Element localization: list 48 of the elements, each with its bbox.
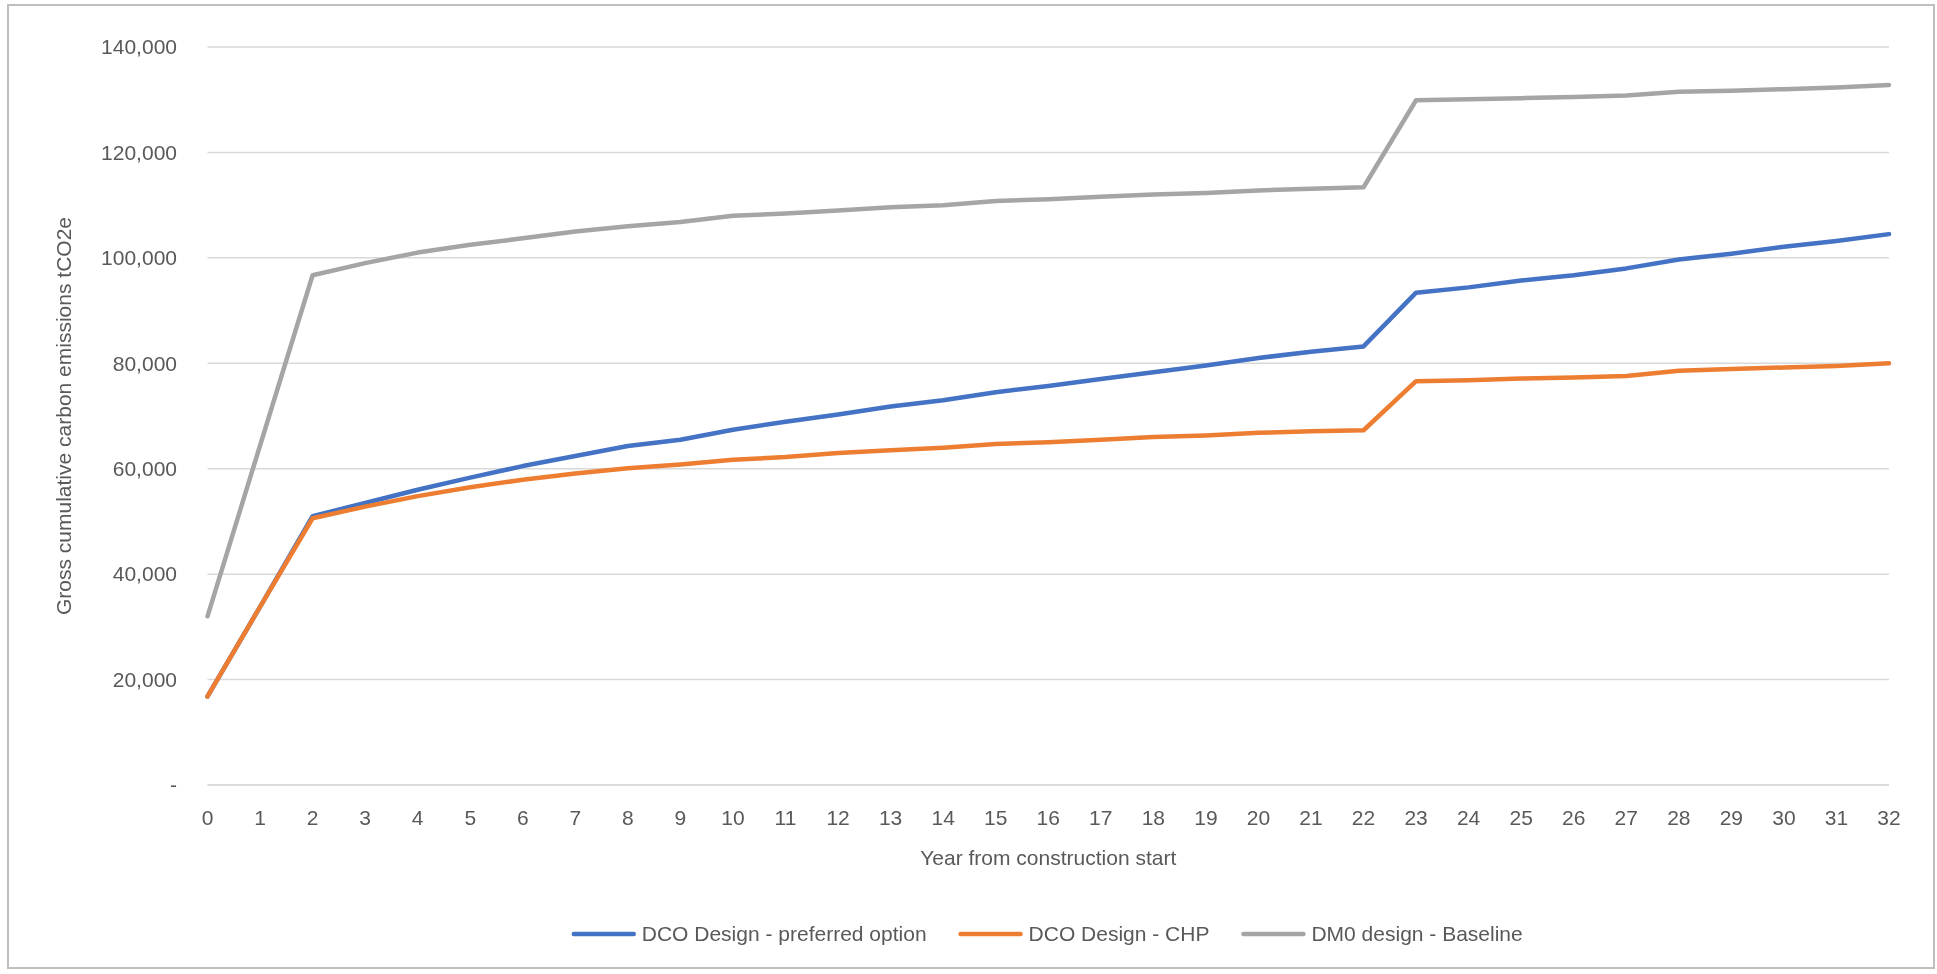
y-tick-label: 40,000 (112, 562, 177, 586)
line-series (205, 82, 1892, 619)
y-tick-label: 20,000 (112, 667, 177, 691)
legend-label: DM0 design - Baseline (1311, 922, 1523, 946)
legend-label: DCO Design - preferred option (641, 922, 927, 946)
x-tick-label: 28 (1667, 806, 1691, 830)
x-tick-label: 29 (1719, 806, 1744, 830)
x-tick-label: 12 (826, 806, 850, 830)
x-tick-label: 27 (1614, 806, 1638, 830)
x-tick-label: 18 (1141, 806, 1166, 830)
x-tick-label: 2 (306, 806, 319, 830)
x-tick-label: 11 (774, 806, 797, 830)
x-tick-label: 30 (1772, 806, 1796, 830)
x-tick-label: 26 (1562, 806, 1586, 830)
x-tick-label: 21 (1299, 806, 1323, 830)
y-tick-label: 120,000 (101, 140, 177, 164)
y-tick-label: 140,000 (101, 35, 177, 59)
y-tick-label: 60,000 (112, 457, 177, 481)
x-tick-label: 13 (878, 806, 903, 830)
y-tick-label: 100,000 (101, 246, 177, 270)
x-axis-title: Year from construction start (920, 846, 1177, 870)
x-tick-label: 14 (931, 806, 956, 830)
x-tick-label: 8 (622, 806, 634, 830)
legend-label: DCO Design - CHP (1028, 922, 1210, 946)
x-tick-label: 9 (674, 806, 687, 830)
x-tick-label: 32 (1877, 806, 1901, 830)
x-tick-label: 4 (411, 806, 424, 830)
x-tick-label: 16 (1036, 806, 1060, 830)
y-tick-label: - (170, 773, 177, 797)
x-tick-label: 24 (1456, 806, 1481, 830)
x-tick-label: 3 (359, 806, 371, 830)
x-tick-label: 19 (1194, 806, 1218, 830)
x-tick-label: 0 (201, 806, 214, 830)
y-axis-title: Gross cumulative carbon emissions tCO2e (52, 217, 76, 615)
x-tick-label: 20 (1246, 806, 1271, 830)
x-tick-label: 1 (254, 806, 266, 830)
x-tick-label: 31 (1824, 806, 1849, 830)
x-tick-label: 15 (984, 806, 1008, 830)
x-tick-label: 10 (721, 806, 745, 830)
x-tick-label: 6 (516, 806, 529, 830)
x-tick-label: 7 (569, 806, 582, 830)
x-tick-label: 22 (1351, 806, 1376, 830)
x-tick-label: 5 (464, 806, 477, 830)
line-series (205, 361, 1892, 699)
y-tick-label: 80,000 (112, 351, 177, 375)
x-tick-label: 25 (1509, 806, 1533, 830)
x-tick-label: 17 (1089, 806, 1113, 830)
x-tick-label: 23 (1404, 806, 1428, 830)
